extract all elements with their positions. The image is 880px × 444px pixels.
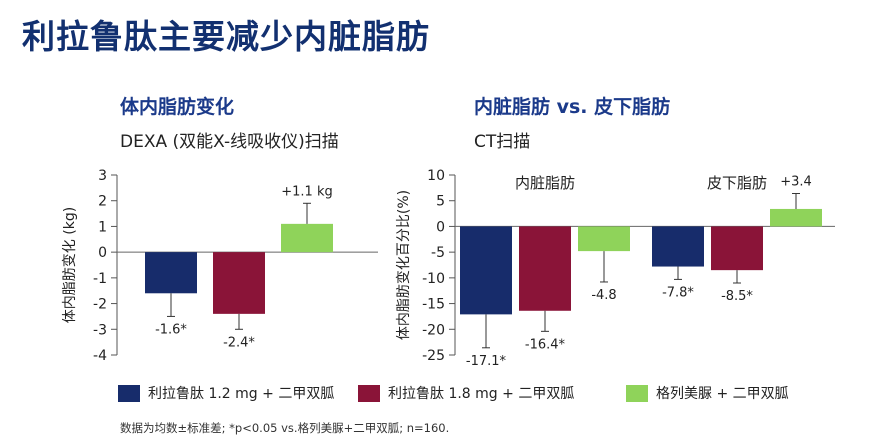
panel-right-title: 内脏脂肪 vs. 皮下脂肪 <box>474 96 671 118</box>
data-label: -2.4* <box>223 335 255 350</box>
bar <box>519 226 571 311</box>
group-label: 皮下脂肪 <box>707 174 767 192</box>
bar <box>652 226 704 267</box>
bar <box>770 208 822 227</box>
y-tick-label: -20 <box>422 322 445 338</box>
panel-left-subtitle: DEXA (双能X-线吸收仪)扫描 <box>120 132 339 152</box>
data-label: -1.6* <box>155 322 187 337</box>
footnote: 数据为均数±标准差; *p<0.05 vs.格列美脲+二甲双胍; n=160. <box>120 421 450 435</box>
y-tick-label: 0 <box>436 219 445 235</box>
y-tick-label: -2 <box>93 297 107 313</box>
y-tick-label: 2 <box>98 194 107 210</box>
data-label: -7.8* <box>662 285 694 300</box>
y-tick-label: -3 <box>93 322 107 338</box>
data-label: +3.4 <box>780 175 812 190</box>
y-axis-title: 体内脂肪变化百分比(%) <box>396 190 412 340</box>
y-tick-label: -10 <box>422 271 445 287</box>
y-tick-label: -4 <box>93 348 107 364</box>
y-tick-label: 3 <box>98 168 107 184</box>
y-tick-label: 5 <box>436 194 445 210</box>
y-axis-title: 体内脂肪变化 (kg) <box>62 207 78 323</box>
y-tick-label: 10 <box>427 168 445 184</box>
bar <box>281 223 333 253</box>
y-tick-label: 0 <box>98 245 107 261</box>
bar <box>711 226 763 271</box>
y-tick-label: -15 <box>422 297 445 313</box>
bar <box>145 252 197 294</box>
data-label: -8.5* <box>721 289 753 304</box>
y-tick-label: -5 <box>431 245 445 261</box>
bar <box>460 226 512 315</box>
y-tick-label: -1 <box>93 271 107 287</box>
data-label: -16.4* <box>525 337 566 352</box>
data-label: -4.8 <box>591 288 616 303</box>
panel-right-subtitle: CT扫描 <box>474 132 531 152</box>
data-label: -17.1* <box>466 354 507 369</box>
group-label: 内脏脂肪 <box>515 174 575 192</box>
panel-left-title: 体内脂肪变化 <box>120 96 235 118</box>
data-label: +1.1 kg <box>281 184 332 199</box>
y-tick-label: 1 <box>98 219 107 235</box>
bar <box>578 226 630 252</box>
page-title: 利拉鲁肽主要减少内脏脂肪 <box>22 17 430 56</box>
y-tick-label: -25 <box>422 348 445 364</box>
bar <box>213 252 265 314</box>
